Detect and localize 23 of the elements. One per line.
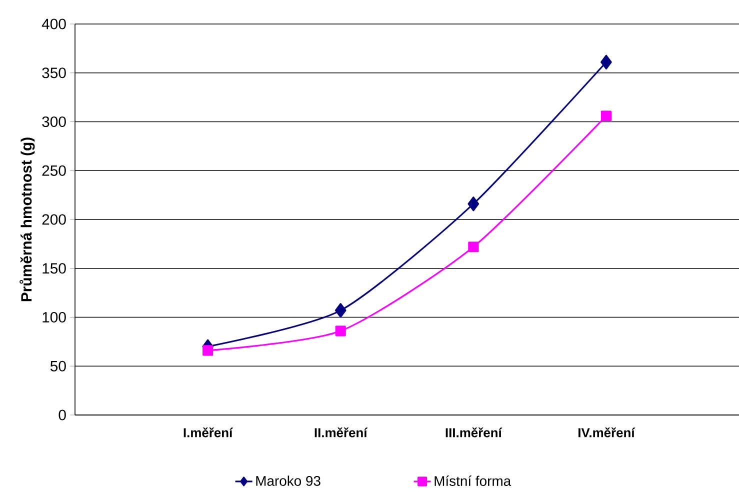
point [202,345,214,356]
x-tick-label: III.měření [446,428,502,438]
y-axis-title: Průměrná hmotnost (g) [20,138,35,302]
y-tick-label: 150 [42,263,66,274]
y-tick-label: 0 [58,410,66,420]
y-tick-label: 100 [42,312,66,323]
point [600,110,612,122]
y-tick-label: 250 [42,165,66,176]
y-tick-label: 300 [42,116,66,128]
y-tick-label: 50 [50,360,66,372]
point [468,196,480,212]
y-tick-label: 350 [42,68,66,78]
point [468,242,479,252]
y-tick-label: 200 [42,214,66,225]
point [335,326,346,336]
legend-label: Maroko 93 [256,476,320,486]
x-tick-label: IV.měření [578,428,636,438]
x-tick-label: II.měření [314,428,368,438]
x-tick-label: I.měření [184,428,233,438]
point [334,303,346,318]
legend-label: Místní forma [434,476,512,486]
y-tick-label: 400 [42,18,66,30]
point [600,54,612,70]
